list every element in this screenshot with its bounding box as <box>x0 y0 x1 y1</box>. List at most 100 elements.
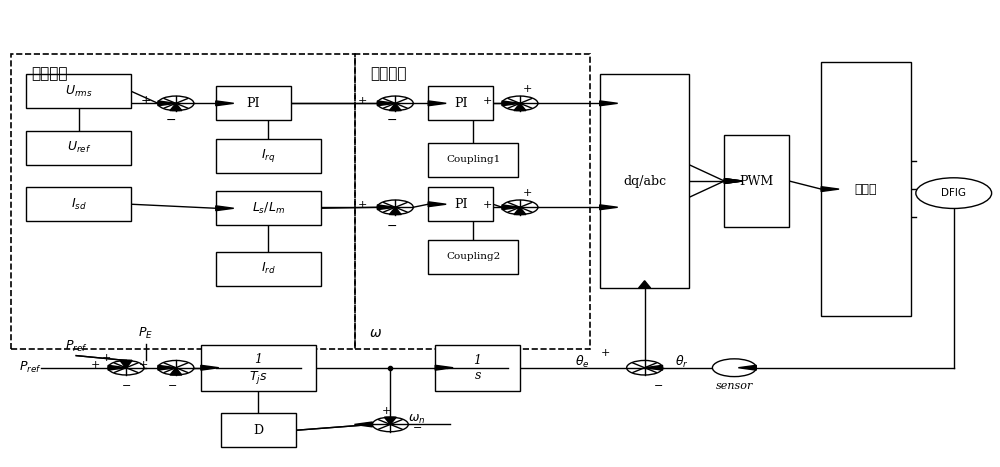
Bar <box>724 134 789 227</box>
Polygon shape <box>170 368 182 375</box>
Text: $I_{sd}$: $I_{sd}$ <box>71 197 87 212</box>
Text: $\theta_r$: $\theta_r$ <box>675 354 688 370</box>
Polygon shape <box>170 103 182 111</box>
Text: $+$: $+$ <box>381 404 391 416</box>
Polygon shape <box>502 101 520 106</box>
Text: $-$: $-$ <box>412 421 422 431</box>
Polygon shape <box>201 365 219 370</box>
Polygon shape <box>120 361 132 368</box>
Polygon shape <box>738 365 756 370</box>
Bar <box>216 139 320 173</box>
Bar <box>428 187 493 221</box>
Bar <box>216 86 291 120</box>
Text: $+$: $+$ <box>138 359 148 370</box>
Circle shape <box>372 417 408 432</box>
Text: $P_{ref}$: $P_{ref}$ <box>65 339 88 354</box>
Polygon shape <box>428 101 446 106</box>
Text: $+$: $+$ <box>600 347 610 358</box>
Text: dq/abc: dq/abc <box>623 175 666 188</box>
Text: s: s <box>474 369 481 382</box>
Bar <box>216 252 320 286</box>
Circle shape <box>158 96 194 111</box>
Text: D: D <box>253 424 263 437</box>
Text: PWM: PWM <box>740 175 774 188</box>
Polygon shape <box>639 281 651 288</box>
Text: $+$: $+$ <box>357 95 367 106</box>
Text: Coupling1: Coupling1 <box>446 156 500 164</box>
Text: $U_{ref}$: $U_{ref}$ <box>67 140 91 155</box>
Text: 控制内环: 控制内环 <box>370 66 407 81</box>
Text: $-$: $-$ <box>165 113 176 127</box>
Text: $+$: $+$ <box>522 84 532 94</box>
Polygon shape <box>724 178 742 184</box>
Polygon shape <box>502 205 520 210</box>
Text: 1: 1 <box>254 353 262 366</box>
Polygon shape <box>435 365 453 370</box>
Text: $I_{rd}$: $I_{rd}$ <box>261 261 276 276</box>
Polygon shape <box>514 103 526 111</box>
Text: Coupling2: Coupling2 <box>446 252 500 261</box>
Circle shape <box>502 200 538 214</box>
Text: PI: PI <box>454 97 467 110</box>
Polygon shape <box>384 417 396 425</box>
Text: $+$: $+$ <box>140 94 151 107</box>
Text: $+$: $+$ <box>482 95 492 106</box>
Polygon shape <box>724 178 742 184</box>
Polygon shape <box>600 205 618 210</box>
Text: $-$: $-$ <box>653 379 663 389</box>
Polygon shape <box>389 207 401 214</box>
Polygon shape <box>158 101 176 106</box>
Circle shape <box>627 361 663 375</box>
Bar <box>428 86 493 120</box>
Text: PI: PI <box>454 198 467 211</box>
Bar <box>11 54 355 348</box>
Text: DFIG: DFIG <box>941 188 966 198</box>
Bar <box>216 191 320 226</box>
Polygon shape <box>821 187 839 191</box>
Text: sensor: sensor <box>716 381 753 390</box>
Text: $\omega_n$: $\omega_n$ <box>408 413 426 426</box>
Polygon shape <box>377 205 395 210</box>
Text: $T_j s$: $T_j s$ <box>249 369 268 386</box>
Circle shape <box>158 361 194 375</box>
Text: 变换器: 变换器 <box>855 183 877 196</box>
Polygon shape <box>724 178 742 184</box>
Bar <box>821 62 911 316</box>
Text: $+$: $+$ <box>482 198 492 210</box>
Bar <box>26 131 131 165</box>
Bar <box>355 54 590 348</box>
Polygon shape <box>600 101 618 106</box>
Bar <box>435 345 520 391</box>
Text: $P_E$: $P_E$ <box>138 326 154 341</box>
Text: $-$: $-$ <box>386 219 397 232</box>
Circle shape <box>377 200 413 214</box>
Circle shape <box>502 96 538 111</box>
Text: $-$: $-$ <box>167 379 177 389</box>
Circle shape <box>712 359 756 376</box>
Text: $+$: $+$ <box>90 359 100 370</box>
Polygon shape <box>158 365 176 370</box>
Polygon shape <box>354 422 372 427</box>
Polygon shape <box>120 361 132 368</box>
Bar <box>428 240 518 274</box>
Text: $\theta_e$: $\theta_e$ <box>575 354 590 370</box>
Circle shape <box>108 361 144 375</box>
Text: 1: 1 <box>474 354 482 367</box>
Text: $P_{ref}$: $P_{ref}$ <box>19 360 41 375</box>
Polygon shape <box>389 103 401 111</box>
Text: $+$: $+$ <box>101 352 111 363</box>
Text: $-$: $-$ <box>386 113 397 127</box>
Text: PI: PI <box>246 97 260 110</box>
Text: $\omega$: $\omega$ <box>369 326 382 340</box>
Bar <box>26 74 131 108</box>
Polygon shape <box>216 101 234 106</box>
Polygon shape <box>377 101 395 106</box>
Circle shape <box>916 178 992 208</box>
Polygon shape <box>428 202 446 207</box>
Text: $+$: $+$ <box>522 187 532 198</box>
Text: $L_s / L_m$: $L_s / L_m$ <box>252 201 285 216</box>
Text: $-$: $-$ <box>121 379 131 389</box>
Bar <box>221 413 296 447</box>
Polygon shape <box>645 365 663 370</box>
Bar <box>428 143 518 177</box>
